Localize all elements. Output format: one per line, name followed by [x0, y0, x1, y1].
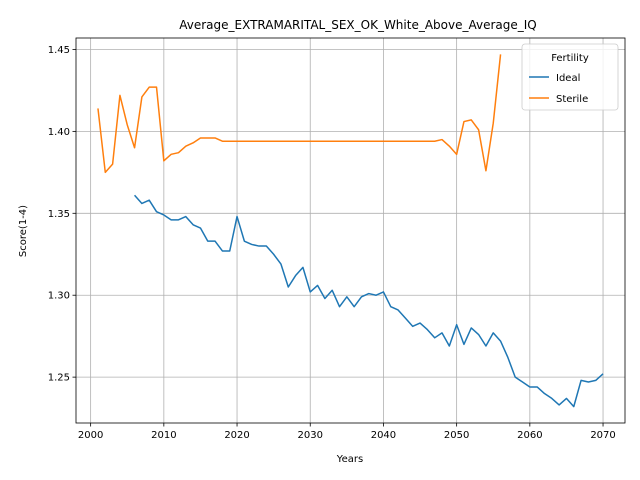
series-line-ideal: [134, 194, 604, 408]
x-tick-label: 2000: [78, 430, 103, 441]
y-tick-label: 1.45: [48, 45, 70, 56]
chart-title: Average_EXTRAMARITAL_SEX_OK_White_Above_…: [179, 18, 537, 32]
y-tick-label: 1.40: [48, 127, 70, 138]
legend-label-sterile: Sterile: [556, 94, 588, 105]
x-tick-label: 2070: [590, 430, 615, 441]
x-tick-label: 2040: [371, 430, 396, 441]
x-tick-label: 2010: [151, 430, 176, 441]
x-tick-label: 2030: [298, 430, 323, 441]
x-tick-label: 2050: [444, 430, 469, 441]
y-tick-label: 1.35: [48, 209, 70, 220]
x-tick-label: 2020: [224, 430, 249, 441]
y-tick-label: 1.25: [48, 373, 70, 384]
legend: Fertility Ideal Sterile: [521, 43, 619, 111]
legend-box: [521, 43, 619, 111]
x-axis-title: Years: [336, 454, 363, 465]
y-axis-title: Score(1-4): [18, 205, 29, 257]
y-tick-label: 1.30: [48, 291, 70, 302]
legend-label-ideal: Ideal: [556, 73, 580, 84]
legend-title: Fertility: [551, 53, 589, 64]
series-lines: [97, 54, 604, 408]
plot-frame: [75, 37, 626, 424]
series-line-sterile: [97, 54, 502, 174]
x-tick-label: 2060: [517, 430, 542, 441]
axis-ticks: 2000 2010 2020 2030 2040 2050 2060 2070 1.25 1.30…: [48, 45, 616, 441]
